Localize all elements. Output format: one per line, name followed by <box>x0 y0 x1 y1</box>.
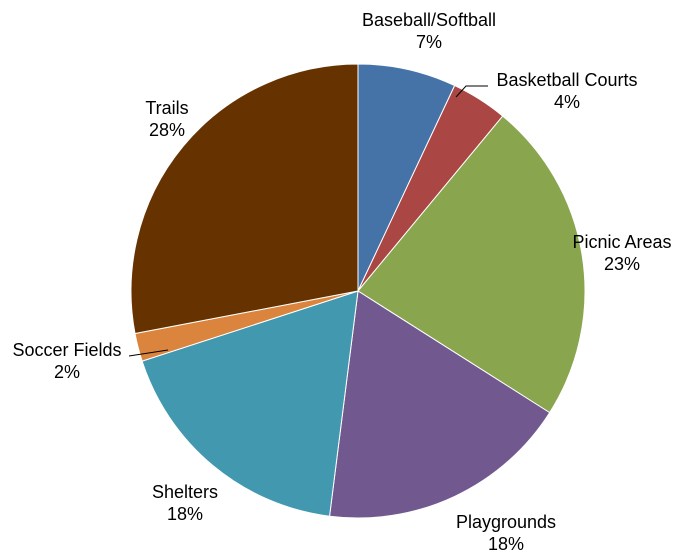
slice-category-label: Shelters <box>152 482 218 502</box>
slice-value-label: 4% <box>554 92 580 112</box>
leader-lines <box>128 85 488 357</box>
slice-label-playgrounds: Playgrounds 18% <box>456 512 556 554</box>
pie-slice-shelters <box>141 290 359 517</box>
slice-label-baseball-softball: Baseball/Softball 7% <box>362 10 496 52</box>
leader-line-soccer-fields <box>128 349 169 357</box>
slice-value-label: 28% <box>149 120 185 140</box>
leader-line-basketball-courts <box>455 85 488 98</box>
slice-label-trails: Trails 28% <box>145 98 188 140</box>
slice-label-picnic-areas: Picnic Areas 23% <box>572 232 671 274</box>
slice-category-label: Picnic Areas <box>572 232 671 252</box>
slice-label-basketball-courts: Basketball Courts 4% <box>496 70 637 112</box>
slice-label-shelters: Shelters 18% <box>152 482 218 524</box>
slice-category-label: Baseball/Softball <box>362 10 496 30</box>
slice-category-label: Playgrounds <box>456 512 556 532</box>
slice-labels: Baseball/Softball 7%Basketball Courts 4%Pi… <box>12 10 671 554</box>
pie-slice-picnic-areas <box>357 115 586 414</box>
pie-slice-playgrounds <box>328 290 551 519</box>
slice-category-label: Soccer Fields <box>12 340 121 360</box>
slice-value-label: 23% <box>604 254 640 274</box>
slice-label-soccer-fields: Soccer Fields 2% <box>12 340 121 382</box>
slice-value-label: 7% <box>416 32 442 52</box>
slice-value-label: 18% <box>167 504 203 524</box>
slice-category-label: Trails <box>145 98 188 118</box>
pie-slices <box>130 63 586 519</box>
pie-slice-trails <box>130 63 359 335</box>
slice-category-label: Basketball Courts <box>496 70 637 90</box>
slice-value-label: 18% <box>488 534 524 554</box>
slice-value-label: 2% <box>54 362 80 382</box>
